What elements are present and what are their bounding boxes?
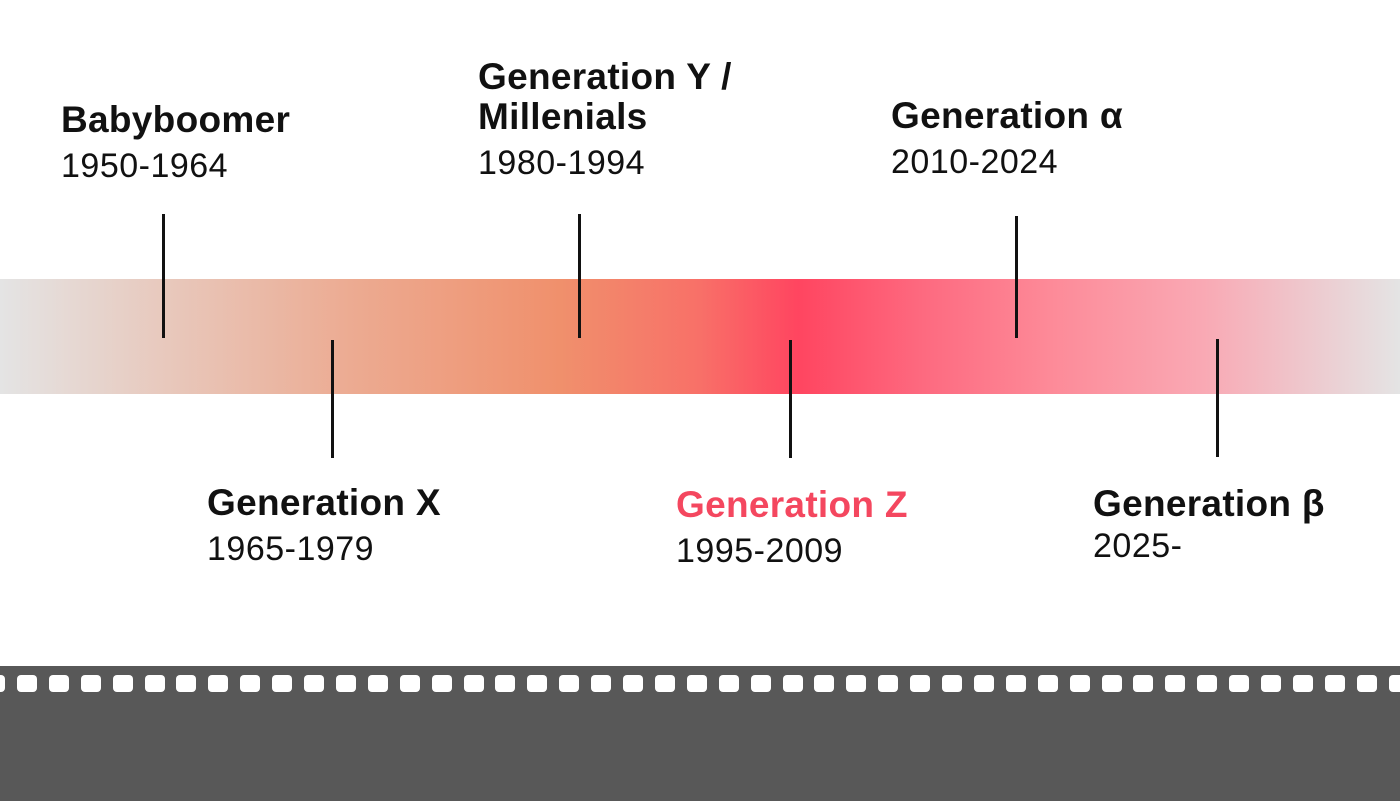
- tick-generation-z: [789, 340, 792, 458]
- generation-name: Generation Z: [676, 484, 908, 525]
- film-perforation: [1292, 675, 1313, 692]
- film-perforation: [367, 675, 388, 692]
- film-perforation: [910, 675, 931, 692]
- generation-years: 1995-2009: [676, 532, 844, 570]
- label-generation-y: Generation Y / Millenials 1980-1994: [478, 57, 798, 183]
- film-perforation: [623, 675, 643, 692]
- film-perforation: [431, 675, 452, 692]
- film-perforation: [1229, 675, 1250, 692]
- film-perforation: [80, 675, 101, 692]
- tick-generation-beta: [1216, 339, 1219, 457]
- film-perforation: [304, 675, 324, 692]
- tick-babyboomer: [162, 214, 165, 338]
- film-perforation: [335, 675, 356, 692]
- film-perforation: [1069, 675, 1090, 692]
- label-generation-x: Generation X 1965-1979: [207, 483, 441, 569]
- film-perforation: [591, 675, 612, 692]
- film-perforation: [0, 675, 5, 692]
- film-perforation: [144, 675, 165, 692]
- film-perforation: [1101, 675, 1122, 692]
- generation-name: Babyboomer: [61, 99, 291, 140]
- film-perforation: [1037, 675, 1058, 692]
- timeline-gradient-band: [0, 279, 1400, 394]
- label-babyboomer: Babyboomer 1950-1964: [61, 100, 290, 186]
- film-perforation: [1005, 675, 1026, 692]
- film-perforation: [176, 675, 197, 692]
- film-perforation: [527, 675, 548, 692]
- generation-name: Generation α: [891, 95, 1123, 136]
- film-perforation: [240, 675, 261, 692]
- film-perforation: [495, 675, 516, 692]
- film-perforation: [878, 675, 899, 692]
- film-perforation: [399, 675, 420, 692]
- film-perforation: [718, 675, 739, 692]
- film-perforation: [654, 675, 675, 692]
- label-generation-beta: Generation β 2025-: [1093, 484, 1325, 566]
- generation-name: Generation β: [1093, 483, 1325, 524]
- generation-years: 2010-2024: [891, 143, 1059, 181]
- film-perforation: [208, 675, 229, 692]
- label-generation-alpha: Generation α 2010-2024: [891, 96, 1123, 182]
- generation-years: 2025-: [1093, 527, 1183, 565]
- tick-generation-x: [331, 340, 334, 458]
- label-generation-z: Generation Z 1995-2009: [676, 485, 908, 571]
- film-perforation: [1324, 675, 1345, 692]
- film-perforation: [272, 675, 293, 692]
- film-perforation: [1165, 675, 1186, 692]
- film-strip: [0, 666, 1400, 801]
- film-perforation: [16, 675, 37, 692]
- film-perforation: [48, 675, 69, 692]
- generation-name: Generation Y / Millenials: [478, 56, 732, 137]
- film-perforation: [686, 675, 707, 692]
- film-perforation: [1197, 675, 1218, 692]
- film-perforation: [782, 675, 803, 692]
- generation-name: Generation X: [207, 482, 441, 523]
- film-perforation: [814, 675, 835, 692]
- film-perforation: [112, 675, 133, 692]
- film-perforation: [1133, 675, 1154, 692]
- film-perforation: [750, 675, 771, 692]
- generation-years: 1965-1979: [207, 530, 375, 568]
- tick-generation-y: [578, 214, 581, 338]
- film-perforation: [463, 675, 484, 692]
- film-perforation: [942, 675, 962, 692]
- film-perforation: [846, 675, 867, 692]
- tick-generation-alpha: [1015, 216, 1018, 338]
- generation-years: 1950-1964: [61, 147, 229, 185]
- film-perforation: [559, 675, 580, 692]
- film-perforation: [1388, 675, 1400, 692]
- film-perforation: [1356, 675, 1377, 692]
- generation-years: 1980-1994: [478, 144, 646, 182]
- film-perforation: [973, 675, 994, 692]
- film-perforation: [1261, 675, 1281, 692]
